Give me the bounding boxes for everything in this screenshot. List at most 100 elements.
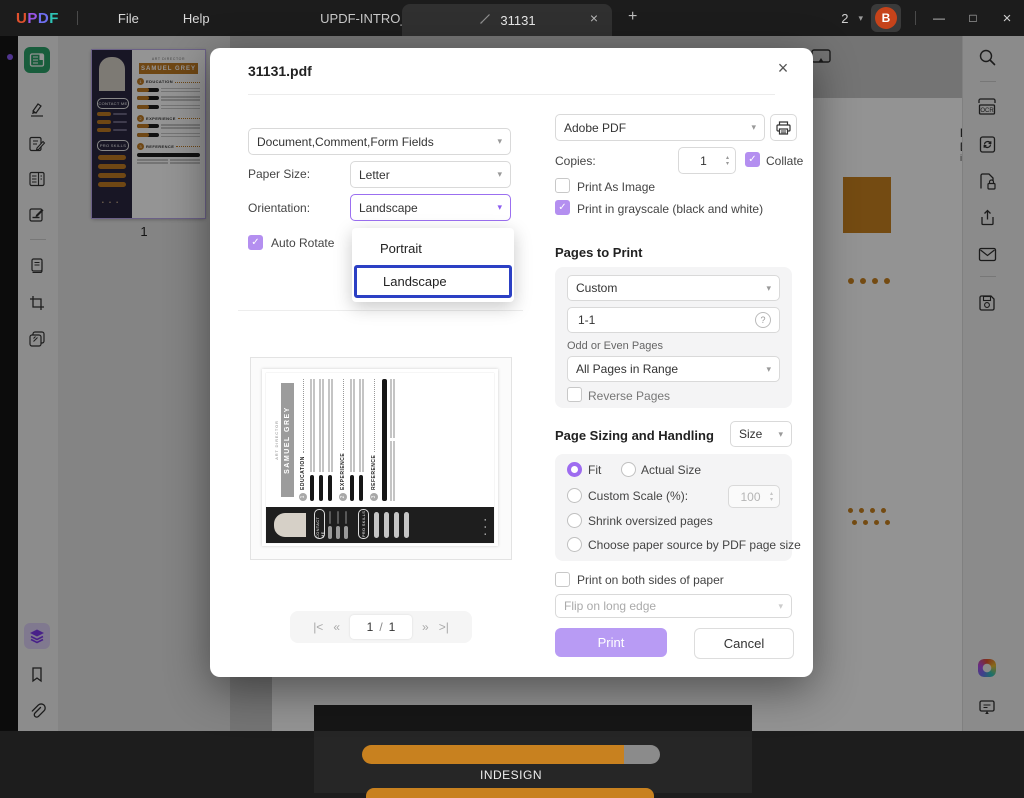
dialog-title: 31131.pdf: [248, 63, 312, 79]
help-icon[interactable]: ?: [755, 312, 771, 328]
save-icon[interactable]: [974, 290, 1000, 316]
share-icon[interactable]: [974, 204, 1000, 230]
reader-mode-icon[interactable]: [24, 47, 50, 73]
first-page-button[interactable]: |<: [313, 620, 324, 634]
next-page-button[interactable]: »: [422, 620, 429, 634]
orientation-label: Orientation:: [248, 201, 311, 215]
thumbnail-body: ART DIRECTOR SAMUEL GREY 1 EDUCATION 2 EXP…: [132, 50, 205, 218]
page-range-input[interactable]: [576, 312, 755, 328]
thumbnail-page-number: 1: [140, 224, 148, 239]
notification-dot: [7, 54, 13, 60]
printer-dropdown[interactable]: Adobe PDF ▾: [555, 114, 765, 141]
page-indicator: 1/1: [350, 615, 412, 639]
print-as-image-checkbox[interactable]: [555, 178, 570, 193]
organize-pages-icon[interactable]: [24, 166, 50, 192]
ocr-icon[interactable]: OCR: [974, 94, 1000, 120]
custom-scale-radio[interactable]: [567, 488, 582, 503]
print-preview-box: CONTACT ME PRO SKILLS • • • ART DIRECTOR: [250, 357, 512, 560]
stepper-up-icon[interactable]: ▴: [725, 154, 729, 161]
print-as-image-label: Print As Image: [577, 180, 656, 194]
printer-properties-button[interactable]: [770, 114, 797, 141]
search-icon[interactable]: [974, 44, 1000, 70]
preview-photo: [274, 512, 306, 537]
custom-scale-label: Custom Scale (%):: [588, 489, 689, 503]
zoom-level-dropdown[interactable]: 2 ▾: [841, 10, 863, 26]
protect-icon[interactable]: [974, 168, 1000, 194]
menu-help[interactable]: Help: [182, 10, 210, 26]
custom-scale-stepper[interactable]: ▴▾: [728, 485, 780, 508]
fit-radio[interactable]: [567, 462, 582, 477]
print-button[interactable]: Print: [555, 628, 667, 657]
page-tools-icon[interactable]: [24, 253, 50, 279]
tab-31131[interactable]: 31131 ×: [402, 4, 612, 36]
bookmark-icon[interactable]: [24, 661, 50, 687]
collate-checkbox[interactable]: ✓: [745, 152, 760, 167]
menu-option-landscape[interactable]: Landscape: [354, 265, 512, 298]
minimize-button[interactable]: —: [933, 11, 945, 25]
convert-icon[interactable]: [974, 131, 1000, 157]
maximize-button[interactable]: □: [969, 11, 977, 25]
paper-size-dropdown[interactable]: Letter ▾: [350, 161, 511, 188]
document-dots-row: [852, 514, 896, 528]
caret-down-icon: ▾: [778, 428, 783, 439]
copies-stepper[interactable]: ▴▾: [678, 147, 736, 174]
grayscale-checkbox[interactable]: ✓: [555, 200, 570, 215]
edit-pdf-icon[interactable]: [24, 131, 50, 157]
reverse-pages-label: Reverse Pages: [588, 389, 671, 403]
paper-source-radio[interactable]: [567, 537, 582, 552]
left-sidebar: [18, 36, 58, 731]
titlebar-divider: [915, 11, 916, 25]
caret-down-icon: ▾: [497, 202, 502, 212]
actual-size-radio[interactable]: [621, 462, 636, 477]
thumbnail-photo: [99, 57, 125, 91]
page-range-field[interactable]: ?: [567, 307, 780, 333]
watermark-icon[interactable]: [24, 326, 50, 352]
updf-logo: UPDF: [16, 9, 59, 27]
fill-sign-icon[interactable]: [24, 202, 50, 228]
page-thumbnail[interactable]: CONTACT ME PRO SKILLS • • • ART DIRECTOR…: [92, 50, 205, 218]
crop-icon[interactable]: [24, 290, 50, 316]
copies-input[interactable]: [685, 152, 722, 169]
feedback-icon[interactable]: [974, 694, 1000, 720]
close-window-button[interactable]: ×: [1002, 9, 1012, 27]
email-icon[interactable]: [974, 241, 1000, 267]
both-sides-checkbox[interactable]: [555, 572, 570, 587]
stepper-down-icon[interactable]: ▾: [725, 160, 729, 167]
new-tab-button[interactable]: +: [628, 8, 638, 25]
comment-icon[interactable]: [24, 96, 50, 122]
page-range-mode-dropdown[interactable]: Custom ▾: [567, 275, 780, 301]
account-button[interactable]: B: [871, 4, 901, 32]
print-content-dropdown[interactable]: Document,Comment,Form Fields ▾: [248, 128, 511, 155]
shrink-pages-label: Shrink oversized pages: [588, 514, 713, 528]
prev-page-button[interactable]: «: [333, 620, 340, 634]
custom-scale-input[interactable]: [735, 488, 766, 505]
orientation-dropdown[interactable]: Landscape ▾: [350, 194, 511, 221]
tab-close-icon[interactable]: ×: [589, 10, 598, 26]
auto-rotate-label: Auto Rotate: [271, 236, 335, 250]
reverse-pages-checkbox[interactable]: [567, 387, 582, 402]
ai-assistant-icon[interactable]: [974, 655, 1000, 681]
dialog-close-icon[interactable]: ×: [777, 58, 789, 78]
dialog-divider: [248, 94, 775, 95]
caret-down-icon: ▾: [766, 363, 771, 374]
sizing-mode-dropdown[interactable]: Size ▾: [730, 421, 792, 447]
orientation-menu: Portrait Landscape: [352, 228, 514, 302]
shrink-pages-radio[interactable]: [567, 513, 582, 528]
skill-bar-label: INDESIGN: [479, 768, 542, 782]
printer-icon: [776, 120, 791, 135]
odd-even-label: Odd or Even Pages: [567, 340, 664, 352]
both-sides-label: Print on both sides of paper: [577, 573, 724, 587]
caret-down-icon: ▾: [858, 12, 863, 23]
menu-file[interactable]: File: [117, 10, 139, 26]
cancel-button[interactable]: Cancel: [694, 628, 794, 659]
attachment-icon[interactable]: [24, 698, 50, 724]
preview-resume: CONTACT ME PRO SKILLS • • • ART DIRECTOR: [266, 372, 494, 543]
auto-rotate-checkbox[interactable]: ✓: [248, 235, 263, 250]
flip-edge-dropdown[interactable]: Flip on long edge ▾: [555, 594, 792, 618]
document-dots-row: [848, 273, 896, 287]
last-page-button[interactable]: >|: [438, 620, 449, 634]
odd-even-dropdown[interactable]: All Pages in Range ▾: [567, 356, 780, 382]
grayscale-label: Print in grayscale (black and white): [577, 202, 764, 216]
layers-icon[interactable]: [24, 623, 50, 649]
menu-option-portrait[interactable]: Portrait: [380, 241, 422, 256]
